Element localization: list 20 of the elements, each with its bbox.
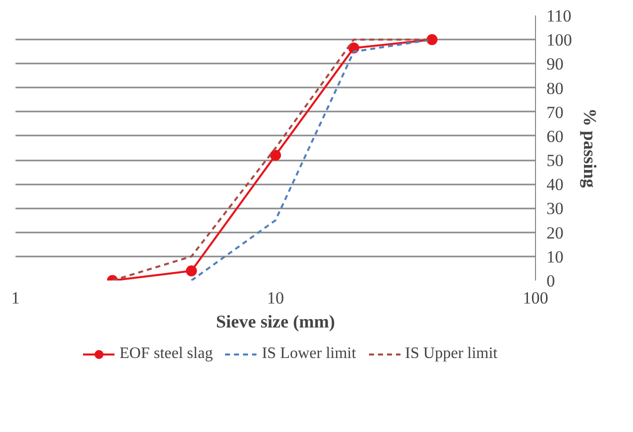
y-tick-label: 110 (546, 6, 572, 26)
y-tick-label: 50 (546, 151, 564, 170)
legend-label: IS Upper limit (405, 345, 498, 363)
legend-label: EOF steel slag (120, 345, 213, 363)
y-tick-label: 10 (546, 247, 564, 266)
x-axis-title: Sieve size (mm) (216, 312, 335, 332)
y-tick-label: 90 (546, 54, 564, 74)
x-tick-label: 10 (267, 288, 284, 308)
y-tick-label: 30 (546, 199, 564, 218)
y-axis-title: % passing (580, 108, 600, 188)
y-tick-label: 0 (546, 272, 555, 290)
legend-label: IS Lower limit (262, 345, 356, 363)
x-tick-label: 1 (11, 288, 20, 308)
x-tick-label: 100 (522, 288, 548, 308)
y-tick-label: 100 (546, 30, 572, 50)
y-tick-label: 70 (546, 102, 564, 122)
y-tick-label: 80 (546, 78, 564, 98)
y-tick-label: 60 (546, 126, 564, 146)
y-tick-label: 40 (546, 175, 564, 194)
y-tick-label: 20 (546, 223, 564, 242)
